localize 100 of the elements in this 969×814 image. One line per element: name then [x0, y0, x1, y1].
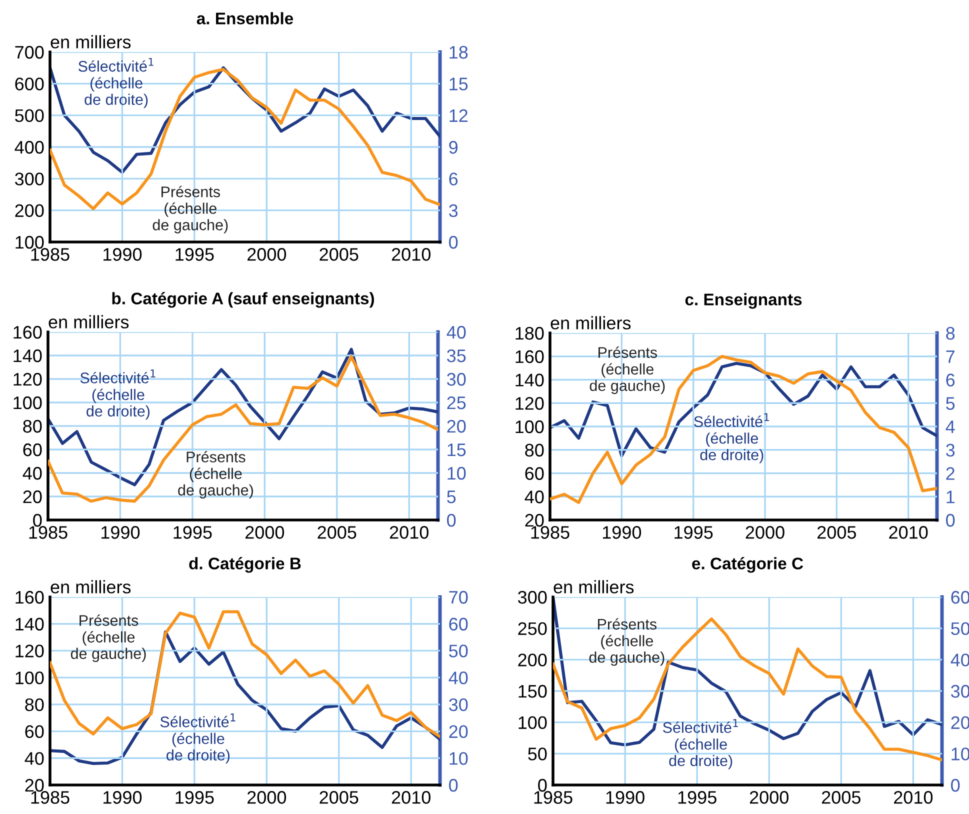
y2-tick-label: 2 — [946, 467, 954, 480]
y-tick-label: 160 — [16, 590, 44, 604]
y2-tick-label: 50 — [449, 644, 468, 658]
chart-title: e. Catégorie C — [692, 557, 804, 573]
y-tick-label: 40 — [22, 466, 42, 480]
x-tick-label: 2010 — [390, 526, 428, 539]
y-tick-label: 20 — [25, 778, 44, 792]
x-tick-label: 1985 — [531, 526, 570, 539]
y-tick-label: 140 — [516, 374, 544, 386]
y-tick-label: 100 — [516, 420, 544, 434]
y2-tick-label: 9 — [449, 140, 458, 154]
y-axis-title: en milliers — [48, 315, 129, 328]
y2-tick-label: 40 — [446, 326, 466, 339]
y-tick-label: 100 — [518, 716, 547, 730]
y2-tick-label: 4 — [946, 420, 955, 434]
x-tick-label: 1990 — [606, 791, 644, 804]
y2-tick-label: 30 — [447, 372, 466, 386]
y-tick-label: 180 — [516, 326, 544, 340]
x-tick-label: 1990 — [104, 248, 142, 261]
y-tick-label: 0 — [538, 778, 547, 792]
y-tick-label: 100 — [14, 396, 42, 410]
x-tick-label: 1995 — [174, 526, 212, 539]
y-tick-label: 50 — [528, 748, 547, 760]
x-tick-label: 1995 — [678, 791, 716, 804]
y-tick-label: 120 — [14, 372, 42, 386]
y-tick-label: 300 — [15, 172, 44, 186]
x-tick-label: 1995 — [176, 248, 214, 261]
y-tick-label: 120 — [516, 397, 544, 410]
x-tick-label: 1985 — [31, 248, 70, 261]
y-tick-label: 140 — [14, 349, 42, 362]
y-tick-label: 40 — [24, 752, 44, 765]
y2-tick-label: 0 — [449, 236, 458, 249]
y-tick-label: 60 — [25, 725, 44, 738]
y-tick-label: 100 — [16, 236, 44, 249]
y-tick-label: 160 — [516, 350, 544, 364]
series-label: Présents (échelle de gauche) — [178, 451, 253, 499]
x-tick-label: 2000 — [750, 791, 788, 804]
y2-tick-label: 8 — [946, 326, 955, 340]
x-tick-label: 2005 — [822, 791, 860, 804]
x-tick-label: 2010 — [894, 791, 933, 804]
y-tick-label: 700 — [15, 46, 44, 59]
x-tick-label: 2010 — [392, 248, 430, 261]
y2-tick-label: 10 — [450, 752, 468, 765]
chart-title: c. Enseignants — [685, 293, 802, 309]
y2-tick-label: 15 — [450, 78, 468, 90]
y-tick-label: 80 — [525, 444, 544, 457]
y-tick-label: 80 — [23, 420, 42, 433]
y-tick-label: 40 — [524, 490, 544, 504]
y-tick-label: 400 — [14, 140, 44, 154]
x-tick-label: 2005 — [817, 526, 856, 539]
text: Sélectivité$^{1}$ (échelle de droite) — [80, 370, 156, 420]
y2-tick-label: 5 — [946, 397, 955, 410]
y-tick-label: 200 — [518, 654, 547, 666]
y2-tick-label: 0 — [447, 514, 456, 527]
y2-tick-label: 15 — [448, 444, 466, 456]
x-tick-label: 1990 — [602, 526, 642, 539]
y2-tick-label: 60 — [449, 618, 468, 631]
text: Sélectivité$^{1}$ (échelle de droite) — [694, 413, 769, 464]
x-tick-label: 2000 — [245, 526, 284, 539]
y-tick-label: 100 — [16, 672, 44, 684]
y2-tick-label: 0 — [946, 514, 955, 527]
text: Sélectivité$^{1}$ (échelle de droite) — [663, 719, 738, 770]
x-tick-label: 2005 — [318, 526, 356, 539]
y-tick-label: 60 — [23, 443, 42, 456]
y2-tick-label: 20 — [449, 725, 468, 738]
y2-tick-label: 1 — [946, 490, 954, 504]
series-label: Présents (échelle de gauche) — [152, 186, 228, 234]
y-tick-label: 80 — [25, 698, 44, 712]
y2-tick-label: 6 — [449, 172, 458, 186]
y-tick-label: 60 — [525, 467, 544, 480]
x-tick-label: 1995 — [674, 526, 713, 539]
x-tick-label: 1985 — [534, 791, 572, 804]
chart-title: d. Catégorie B — [189, 557, 301, 573]
y2-tick-label: 40 — [448, 672, 468, 684]
y-axis-title: en milliers — [50, 580, 131, 594]
x-tick-label: 2000 — [247, 791, 286, 804]
x-tick-label: 2005 — [320, 248, 358, 261]
y-tick-label: 0 — [33, 514, 42, 527]
y2-tick-label: 12 — [450, 109, 468, 122]
x-tick-label: 1990 — [104, 791, 142, 804]
series-label: Présents (échelle de gauche) — [589, 618, 664, 666]
y2-tick-label: 18 — [450, 46, 468, 59]
x-tick-label: 1985 — [31, 791, 70, 804]
x-tick-label: 1985 — [29, 526, 68, 539]
y2-tick-label: 5 — [447, 490, 456, 504]
y2-tick-label: 7 — [946, 350, 954, 363]
y2-tick-label: 25 — [447, 396, 466, 410]
text: Sélectivité$^{1}$ (échelle de droite) — [160, 714, 236, 764]
x-tick-label: 2010 — [889, 526, 928, 539]
chart-title: a. Ensemble — [196, 12, 294, 24]
y-tick-label: 160 — [14, 326, 42, 339]
y-tick-label: 300 — [518, 590, 547, 604]
y2-tick-label: 35 — [447, 349, 466, 362]
y2-tick-label: 10 — [448, 466, 466, 480]
x-tick-label: 1995 — [176, 791, 214, 804]
y2-tick-label: 0 — [951, 778, 960, 792]
y2-tick-label: 3 — [449, 204, 458, 218]
text: Sélectivité$^{1}$ (échelle de droite) — [78, 58, 154, 108]
y2-tick-label: 6 — [946, 374, 955, 386]
x-tick-label: 2010 — [392, 791, 430, 804]
